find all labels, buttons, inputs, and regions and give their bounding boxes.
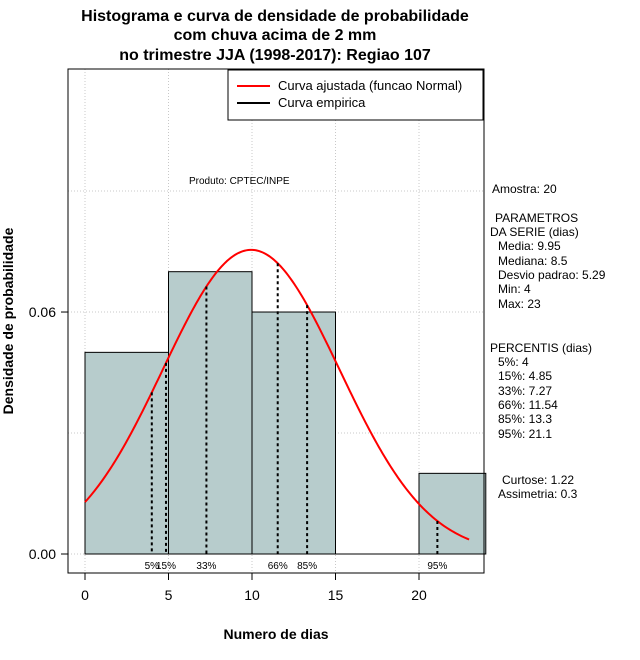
percentile-label-0: 5% [145,561,160,572]
normal-curve [84,248,470,541]
stats-p85: 85%: 13.3 [498,412,552,426]
legend-empirical-label: Curva empirica [278,95,366,110]
curve-layer [84,248,470,541]
percentile-label-4: 85% [297,561,317,572]
percentile-label-5: 95% [427,561,447,572]
chart-title-line-1: Histograma e curva de densidade de proba… [81,8,469,25]
x-tick-label-2: 10 [244,587,260,603]
bars-layer [84,271,487,555]
histogram-bar-1 [168,271,253,555]
percentile-label-2: 33% [196,561,216,572]
axes-layer: 0 5 10 15 20 0.00 0.06 [29,304,427,603]
stats-parametros-title-1: PARAMETROS [495,211,578,225]
stats-amostra: Amostra: 20 [492,182,557,196]
plot-frame [67,68,485,574]
stats-percentis-title: PERCENTIS (dias) [490,341,592,355]
x-tick-label-0: 0 [81,587,89,603]
stats-panel: Amostra: 20 PARAMETROS DA SERIE (dias) M… [490,182,606,501]
x-tick-label-3: 15 [328,587,344,603]
y-tick-label-0: 0.00 [29,546,56,562]
x-axis-title: Numero de dias [223,626,328,642]
stats-p15: 15%: 4.85 [498,369,552,383]
stats-media: Media: 9.95 [498,239,561,253]
stats-min: Min: 4 [498,282,531,296]
stats-max: Max: 23 [498,297,541,311]
product-annotation: Produto: CPTEC/INPE [189,176,290,187]
percentile-label-3: 66% [268,561,288,572]
stats-curtose: Curtose: 1.22 [502,473,574,487]
stats-p33: 33%: 7.27 [498,384,552,398]
percentile-layer: 5%15% 33% 66% 85% 95% [145,263,447,572]
y-tick-label-1: 0.06 [29,304,56,320]
legend: Curva ajustada (funcao Normal) Curva emp… [227,69,484,121]
x-tick-label-1: 5 [165,587,173,603]
stats-p66: 66%: 11.54 [498,398,558,412]
stats-desvio: Desvio padrao: 5.29 [498,268,606,282]
stats-mediana: Mediana: 8.5 [498,254,568,268]
percentile-label-1: 15% [156,561,176,572]
legend-box [227,69,484,121]
stats-p95: 95%: 21.1 [498,427,552,441]
x-tick-label-4: 20 [411,587,427,603]
chart-title-line-3: no trimestre JJA (1998-2017): Regiao 107 [119,47,431,64]
stats-parametros-title-2: DA SERIE (dias) [490,225,579,239]
stats-p5: 5%: 4 [498,355,529,369]
y-axis-title: Densidade de probabilidade [0,227,16,414]
stats-assimetria: Assimetria: 0.3 [498,487,578,501]
chart-title-line-2: com chuva acima de 2 mm [174,27,377,44]
histogram-bar-2 [251,311,336,555]
legend-normal-label: Curva ajustada (funcao Normal) [278,78,462,93]
